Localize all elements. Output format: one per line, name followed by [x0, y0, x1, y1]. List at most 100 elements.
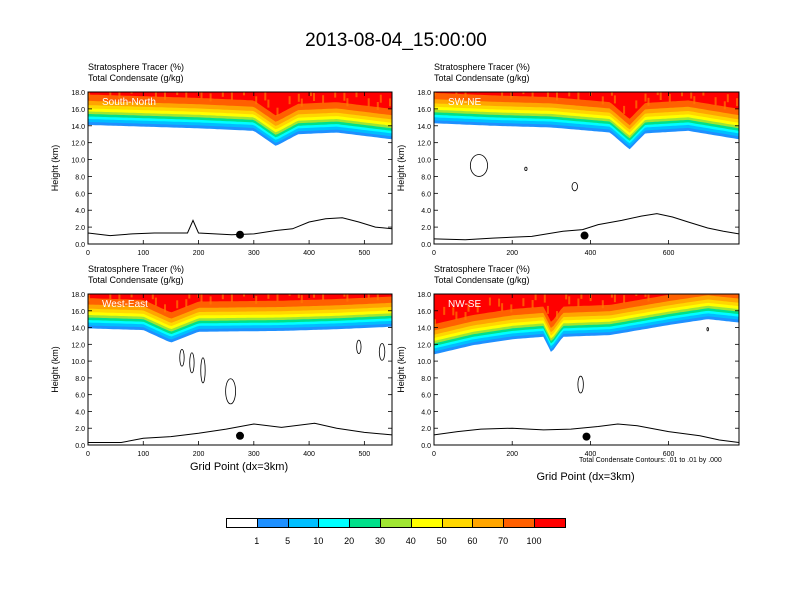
condensate-contour: [469, 154, 488, 177]
panel-header-sw-ne: Stratosphere Tracer (%) Total Condensate …: [434, 62, 530, 84]
y-tick-label: 18.0: [71, 292, 85, 299]
chart-panel-south-north: South-North 0.0 2.0 4.0 6.0 8.0 10.0 12.0 14.0 16…: [50, 90, 393, 257]
y-tick-label: 12.0: [71, 342, 85, 349]
x-tick-label: 600: [663, 250, 675, 257]
y-tick-label: 16.0: [417, 107, 431, 114]
location-marker: [582, 432, 591, 441]
figure-title: 2013-08-04_15:00:00: [305, 30, 487, 51]
y-tick-label: 2.0: [75, 426, 85, 433]
location-marker: [580, 231, 589, 240]
y-tick-label: 8.0: [75, 174, 85, 181]
x-axis-title: Grid Point (dx=3km): [190, 461, 289, 473]
x-tick-label: 600: [663, 451, 675, 458]
header-tracer-label: Stratosphere Tracer (%): [88, 264, 185, 274]
panel-header-south-north: Stratosphere Tracer (%) Total Condensate …: [88, 62, 184, 84]
y-tick-label: 0.0: [421, 242, 431, 249]
x-tick-label: 200: [193, 250, 205, 257]
plot-frame: [87, 293, 393, 446]
location-marker: [236, 230, 244, 239]
x-tick-label: 200: [193, 451, 205, 458]
y-tick-label: 12.0: [417, 141, 431, 148]
y-tick-label: 18.0: [417, 292, 431, 299]
colorbar-label: 20: [344, 536, 355, 546]
colorbar-swatch: [256, 518, 289, 528]
y-tick-label: 10.0: [71, 158, 85, 165]
colorbar-label: 1: [254, 536, 260, 546]
header-tracer-label: Stratosphere Tracer (%): [434, 62, 531, 72]
y-tick-label: 6.0: [75, 191, 85, 198]
colorbar-swatch: [287, 518, 320, 528]
y-axis-label: Height (km): [396, 346, 406, 393]
y-tick-label: 4.0: [421, 409, 431, 416]
terrain-line: [434, 423, 739, 443]
y-tick-label: 12.0: [71, 141, 85, 148]
panel-header-west-east: Stratosphere Tracer (%) Total Condensate …: [88, 264, 184, 286]
x-tick-label: 0: [86, 451, 90, 458]
condensate-contour: [524, 166, 528, 171]
y-tick-label: 14.0: [71, 326, 85, 333]
y-tick-label: 16.0: [417, 309, 431, 316]
x-tick-label: 400: [303, 250, 315, 257]
chart-panel-west-east: West-East 0.0 2.0 4.0 6.0 8.0 10.0 12.0 14.0 16.0…: [50, 292, 393, 458]
y-tick-label: 16.0: [71, 107, 85, 114]
x-tick-label: 0: [86, 250, 90, 257]
y-axis-label: Height (km): [50, 145, 60, 192]
x-tick-label: 300: [248, 451, 260, 458]
y-tick-label: 0.0: [75, 443, 85, 450]
panel-label: South-North: [102, 97, 156, 108]
header-condensate-label: Total Condensate (g/kg): [88, 275, 184, 285]
y-tick-label: 10.0: [71, 359, 85, 366]
y-tick-label: 6.0: [75, 393, 85, 400]
colorbar-swatch: [410, 518, 443, 528]
y-tick-label: 2.0: [421, 225, 431, 232]
colorbar-swatch: [503, 518, 535, 528]
terrain-line: [88, 217, 392, 237]
y-tick-label: 8.0: [75, 376, 85, 383]
x-tick-label: 400: [585, 250, 597, 257]
y-tick-label: 16.0: [71, 309, 85, 316]
condensate-contour: [189, 352, 195, 374]
condensate-contour: [225, 378, 236, 405]
header-condensate-label: Total Condensate (g/kg): [434, 275, 530, 285]
x-tick-label: 400: [303, 451, 315, 458]
condensate-contour: [577, 375, 584, 394]
x-tick-label: 500: [359, 250, 371, 257]
colorbar-label: 50: [436, 536, 447, 546]
plot-frame: [433, 91, 740, 245]
contour-footnote: Total Condensate Contours: .01 to .01 by…: [579, 457, 722, 464]
terrain-line: [434, 213, 739, 241]
colorbar-swatch: [472, 518, 505, 528]
header-tracer-label: Stratosphere Tracer (%): [88, 62, 185, 72]
tracer-streaks: [88, 294, 391, 313]
colorbar-swatch: [534, 518, 566, 528]
y-tick-label: 14.0: [417, 326, 431, 333]
colorbar-label: 100: [526, 536, 542, 546]
y-axis-label: Height (km): [396, 145, 406, 192]
panel-label: SW-NE: [448, 97, 481, 108]
header-condensate-label: Total Condensate (g/kg): [88, 73, 184, 83]
location-marker: [236, 431, 244, 440]
condensate-contour: [571, 181, 578, 192]
tracer-band-10: [434, 92, 739, 119]
tracer-streaks: [434, 92, 738, 114]
y-tick-label: 4.0: [75, 409, 85, 416]
colorbar-swatch: [226, 518, 258, 528]
y-tick-label: 18.0: [71, 90, 85, 97]
y-tick-label: 2.0: [421, 426, 431, 433]
x-tick-label: 0: [432, 250, 436, 257]
x-tick-label: 300: [248, 250, 260, 257]
y-tick-label: 10.0: [417, 359, 431, 366]
colorbar-label: 40: [405, 536, 416, 546]
plot-frame: [87, 91, 393, 245]
y-tick-label: 6.0: [421, 393, 431, 400]
colorbar-label: 60: [467, 536, 478, 546]
x-tick-label: 100: [137, 250, 149, 257]
header-tracer-label: Stratosphere Tracer (%): [434, 264, 531, 274]
panel-header-nw-se: Stratosphere Tracer (%) Total Condensate …: [434, 264, 530, 286]
x-tick-label: 0: [432, 451, 436, 458]
chart-panel-sw-ne: SW-NE 0.0 2.0 4.0 6.0 8.0 10.0 12.0 14.0 16.0 18.0…: [396, 90, 740, 257]
condensate-contour: [356, 339, 362, 354]
y-tick-label: 8.0: [421, 376, 431, 383]
panel-label: NW-SE: [448, 299, 481, 310]
x-axis-title: Grid Point (dx=3km): [536, 471, 635, 483]
